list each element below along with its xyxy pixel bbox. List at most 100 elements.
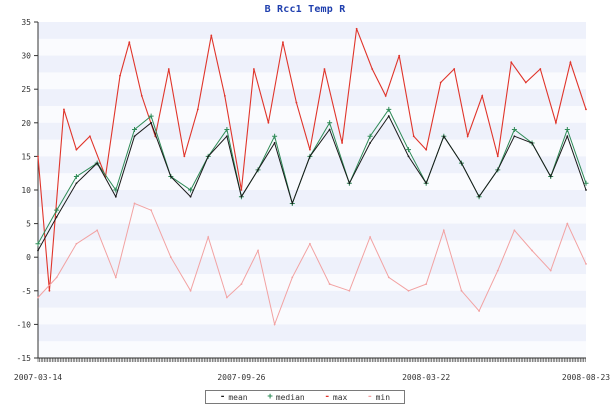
data-point-max (555, 121, 557, 124)
data-point-min (55, 276, 58, 279)
chart-title: B Rcc1 Temp R (264, 4, 346, 15)
data-point-max (37, 155, 39, 158)
data-point-median (511, 127, 517, 133)
data-point-mean (478, 195, 480, 198)
grid-band (38, 173, 586, 190)
y-tick-label: 35 (21, 18, 31, 27)
legend-marker-median: + (267, 391, 273, 402)
data-point-mean (96, 162, 99, 165)
data-point-median (35, 241, 41, 247)
data-point-max (48, 289, 51, 292)
x-tick-label: 2007-03-14 (14, 373, 62, 382)
data-point-max (384, 95, 387, 97)
data-point-min (513, 229, 516, 232)
data-point-min (478, 310, 480, 312)
data-point-max (167, 68, 170, 70)
y-tick-label: -15 (17, 354, 32, 363)
data-point-min (75, 242, 78, 245)
grid-band (38, 38, 586, 56)
y-tick-label: -5 (21, 287, 31, 296)
x-tick-label: 2007-09-26 (217, 373, 265, 382)
data-point-mean (387, 115, 390, 117)
data-point-min (240, 283, 243, 285)
y-tick-label: 25 (21, 85, 31, 94)
data-point-median (132, 127, 138, 133)
data-point-mean (55, 215, 58, 218)
data-point-min (387, 276, 390, 279)
x-tick-label: 2008-08-23 (562, 373, 610, 382)
data-point-mean (513, 135, 516, 138)
data-point-max (569, 61, 572, 64)
data-point-max (524, 81, 527, 84)
legend-item-median: + median (267, 391, 304, 402)
series-mean (37, 115, 587, 252)
data-point-median (406, 147, 412, 153)
data-point-max (252, 68, 255, 70)
legend-marker-min: - (367, 391, 373, 402)
data-point-mean (37, 249, 39, 252)
data-point-max (88, 135, 91, 138)
data-point-min (531, 249, 533, 252)
y-tick-label: 30 (21, 52, 31, 61)
data-point-mean (225, 135, 228, 138)
legend-item-min: - min (367, 391, 391, 402)
data-point-mean (257, 168, 259, 171)
data-point-max (223, 95, 226, 97)
data-point-max (439, 81, 442, 84)
data-point-max (75, 148, 78, 151)
data-point-max (295, 101, 298, 104)
data-point-min (257, 249, 259, 252)
data-point-max (183, 155, 186, 158)
data-point-max (210, 34, 213, 37)
legend-item-mean: - mean (219, 391, 248, 402)
data-point-min (442, 229, 445, 232)
data-point-max (510, 61, 513, 64)
grid-band (38, 72, 586, 90)
x-tick-label: 2008-03-22 (402, 373, 450, 382)
data-point-min (189, 289, 192, 292)
data-point-min (133, 202, 136, 205)
data-point-median (73, 174, 79, 180)
data-point-max (412, 135, 415, 138)
data-point-min (496, 269, 499, 272)
y-tick-label: 5 (26, 220, 31, 229)
data-point-max (496, 155, 499, 158)
legend-marker-max: - (324, 391, 330, 402)
grid-band (38, 307, 586, 325)
data-point-max (481, 95, 484, 97)
data-point-max (398, 54, 401, 57)
data-point-min (207, 236, 210, 238)
data-point-min (348, 289, 351, 292)
data-point-mean (273, 142, 276, 144)
data-point-min (549, 269, 552, 272)
chart-legend: - mean + median - max - min (205, 390, 405, 404)
legend-label-min: min (375, 392, 391, 402)
data-point-max (196, 108, 199, 111)
legend-marker-mean: - (219, 391, 226, 402)
grid-band (38, 206, 586, 224)
data-point-min (169, 256, 172, 259)
data-point-mean (207, 155, 210, 158)
data-point-max (309, 148, 311, 151)
series-max (37, 27, 587, 292)
data-point-mean (133, 135, 136, 138)
data-point-mean (369, 142, 372, 144)
y-tick-label: 0 (26, 253, 31, 262)
data-point-min (225, 296, 228, 299)
data-point-median (148, 113, 154, 119)
data-point-max (63, 108, 65, 111)
data-point-max (453, 68, 456, 70)
data-point-min (273, 323, 276, 326)
data-point-median (224, 127, 230, 133)
data-point-max (267, 121, 270, 124)
data-point-min (566, 222, 569, 225)
data-point-mean (566, 135, 569, 138)
data-point-min (460, 289, 463, 292)
y-tick-label: 20 (21, 119, 31, 128)
y-tick-label: 10 (21, 186, 31, 195)
data-point-min (309, 242, 311, 245)
data-point-min (407, 289, 410, 292)
data-point-mean (114, 195, 117, 198)
y-tick-label: -10 (17, 320, 32, 329)
